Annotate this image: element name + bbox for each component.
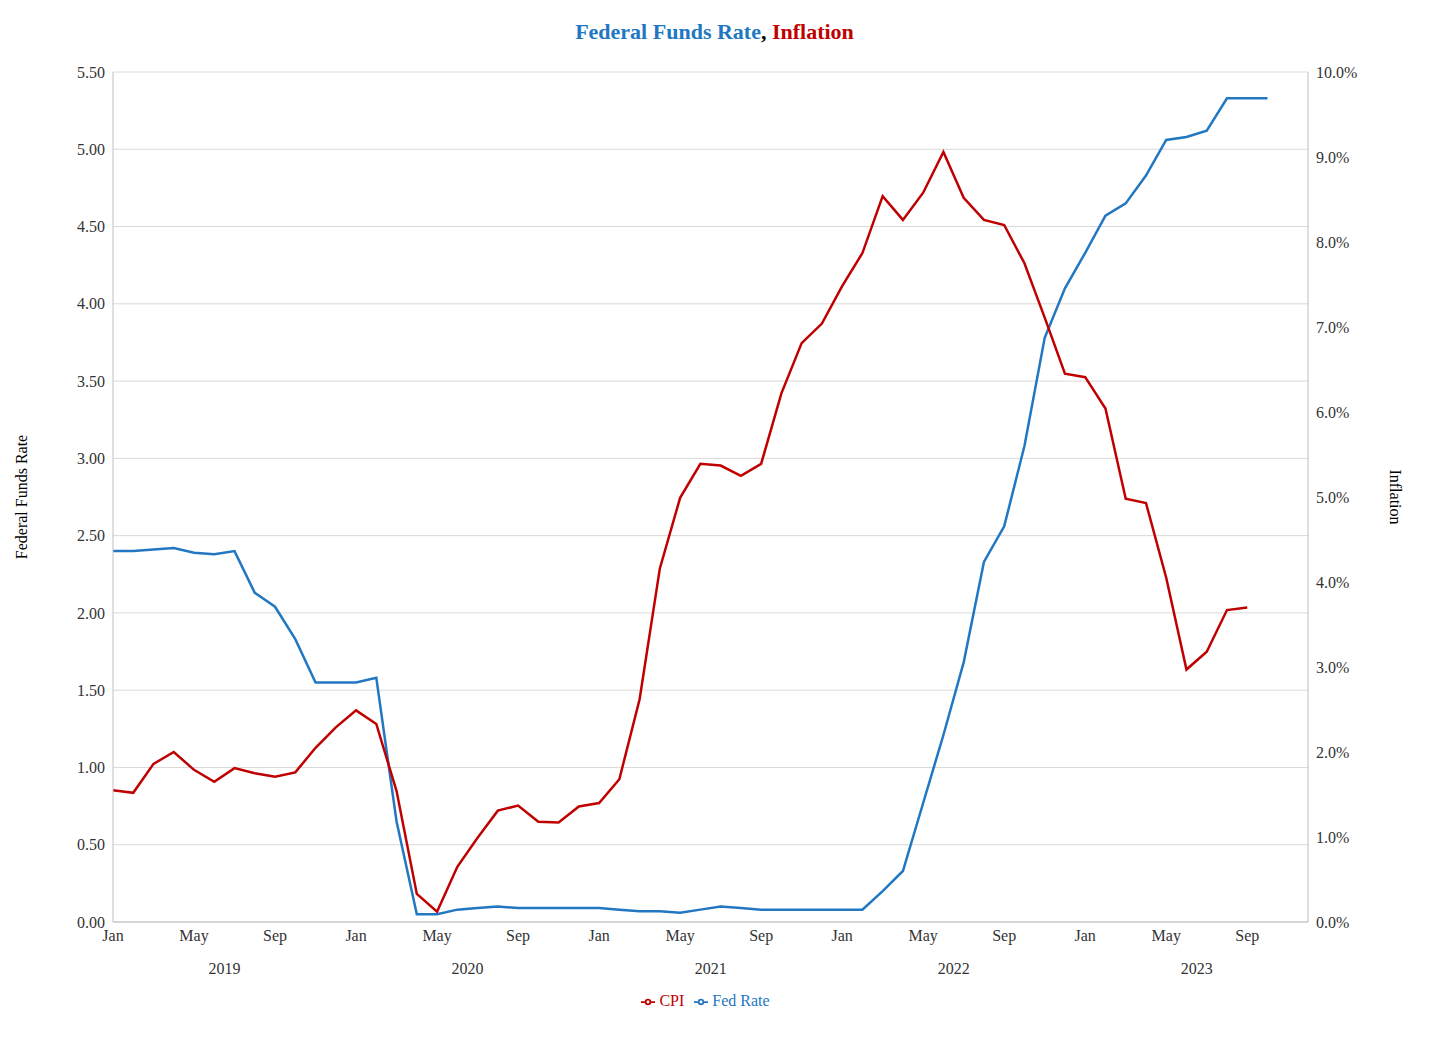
- svg-text:Sep: Sep: [749, 927, 773, 945]
- svg-text:4.50: 4.50: [77, 218, 105, 235]
- svg-text:2.50: 2.50: [77, 527, 105, 544]
- svg-text:May: May: [422, 927, 451, 945]
- svg-text:1.0%: 1.0%: [1316, 829, 1349, 846]
- svg-text:May: May: [179, 927, 208, 945]
- svg-text:0.0%: 0.0%: [1316, 914, 1349, 931]
- svg-text:2021: 2021: [695, 960, 727, 977]
- svg-text:May: May: [665, 927, 694, 945]
- svg-text:Jan: Jan: [588, 927, 609, 944]
- html-text:Fed Rate: Fed Rate: [712, 992, 770, 1009]
- svg-text:2019: 2019: [209, 960, 241, 977]
- svg-text:1.00: 1.00: [77, 759, 105, 776]
- svg-text:Jan: Jan: [102, 927, 123, 944]
- svg-text:Sep: Sep: [992, 927, 1016, 945]
- svg-text:Inflation: Inflation: [1387, 469, 1404, 524]
- svg-text:2.0%: 2.0%: [1316, 744, 1349, 761]
- svg-text:Jan: Jan: [345, 927, 366, 944]
- html-text:CPI: CPI: [659, 992, 685, 1009]
- svg-text:0.00: 0.00: [77, 914, 105, 931]
- svg-text:10.0%: 10.0%: [1316, 64, 1357, 81]
- svg-text:2.00: 2.00: [77, 605, 105, 622]
- svg-text:Sep: Sep: [1235, 927, 1259, 945]
- svg-text:3.50: 3.50: [77, 373, 105, 390]
- svg-text:2022: 2022: [938, 960, 970, 977]
- html-text:Federal Funds Rate, Inflation: Federal Funds Rate, Inflation: [575, 19, 854, 44]
- svg-text:2020: 2020: [452, 960, 484, 977]
- svg-text:5.50: 5.50: [77, 64, 105, 81]
- svg-text:0.50: 0.50: [77, 836, 105, 853]
- svg-text:Jan: Jan: [831, 927, 852, 944]
- svg-text:1.50: 1.50: [77, 682, 105, 699]
- svg-text:Jan: Jan: [1075, 927, 1096, 944]
- svg-text:Sep: Sep: [506, 927, 530, 945]
- svg-text:3.00: 3.00: [77, 450, 105, 467]
- svg-text:2023: 2023: [1181, 960, 1213, 977]
- svg-text:Federal Funds Rate: Federal Funds Rate: [13, 435, 30, 559]
- svg-text:May: May: [1152, 927, 1181, 945]
- svg-text:5.0%: 5.0%: [1316, 489, 1349, 506]
- svg-text:9.0%: 9.0%: [1316, 149, 1349, 166]
- svg-text:5.00: 5.00: [77, 141, 105, 158]
- svg-text:8.0%: 8.0%: [1316, 234, 1349, 251]
- svg-text:7.0%: 7.0%: [1316, 319, 1349, 336]
- svg-text:4.0%: 4.0%: [1316, 574, 1349, 591]
- svg-text:6.0%: 6.0%: [1316, 404, 1349, 421]
- svg-text:3.0%: 3.0%: [1316, 659, 1349, 676]
- svg-text:Sep: Sep: [263, 927, 287, 945]
- svg-text:May: May: [909, 927, 938, 945]
- svg-text:4.00: 4.00: [77, 295, 105, 312]
